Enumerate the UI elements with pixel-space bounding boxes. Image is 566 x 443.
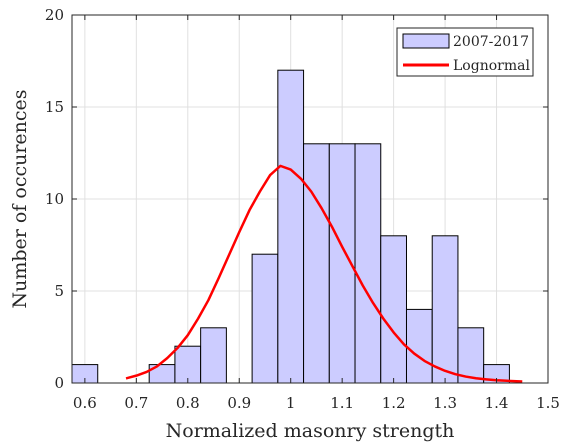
y-tick-label-0: 0	[54, 374, 64, 392]
histogram-bar-14	[431, 235, 459, 384]
y-tick-label-1: 5	[54, 282, 64, 300]
x-tick-label-3: 0.9	[227, 394, 251, 412]
lognormal-curve	[125, 164, 523, 383]
histogram-bar-4	[174, 345, 202, 384]
x-tick-label-8: 1.4	[485, 394, 509, 412]
x-tick-label-9: 1.5	[536, 394, 560, 412]
histogram-bar-13	[405, 308, 433, 384]
histogram-bar-5	[200, 327, 227, 384]
legend: 2007-2017 Lognormal	[396, 27, 534, 77]
legend-swatch-histogram	[402, 33, 450, 49]
y-tick-label-3: 15	[45, 98, 64, 116]
y-tick-labels: 0 5 10 15 20	[45, 6, 64, 392]
x-axis-label: Normalized masonry strength	[166, 420, 455, 442]
lognormal-line	[125, 164, 523, 383]
legend-label-lognormal: Lognormal	[453, 58, 530, 74]
y-axis-label: Number of occurences	[9, 89, 31, 308]
legend-label-histogram: 2007-2017	[453, 34, 529, 50]
x-tick-label-4: 1	[286, 394, 296, 412]
x-tick-label-7: 1.3	[433, 394, 457, 412]
axis-ticks	[72, 14, 549, 384]
y-tick-label-4: 20	[45, 6, 64, 24]
histogram-bar-8	[277, 69, 305, 384]
histogram-bar-9	[303, 143, 330, 384]
histogram-bars	[71, 69, 510, 384]
x-tick-label-1: 0.7	[124, 394, 148, 412]
x-tick-label-2: 0.8	[176, 394, 200, 412]
x-tick-label-5: 1.1	[330, 394, 354, 412]
histogram-bar-11	[354, 143, 382, 384]
x-tick-label-0: 0.6	[73, 394, 97, 412]
histogram-bar-12	[380, 235, 407, 384]
histogram-bar-7	[251, 253, 279, 384]
y-tick-label-2: 10	[45, 190, 64, 208]
x-tick-labels: 0.6 0.7 0.8 0.9 1 1.1 1.2 1.3 1.4 1.5	[73, 394, 560, 412]
x-tick-label-6: 1.2	[382, 394, 406, 412]
